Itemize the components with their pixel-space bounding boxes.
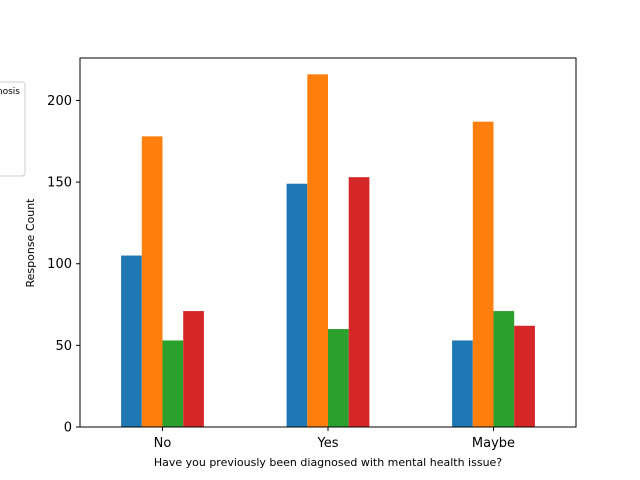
y-tick-label: 50 bbox=[55, 339, 72, 354]
y-axis-title: Response Count bbox=[24, 198, 37, 288]
y-tick-label: 200 bbox=[47, 94, 72, 109]
x-tick-label-no: No bbox=[154, 436, 172, 451]
bar-no-series-3 bbox=[162, 340, 184, 427]
x-axis-ticks: No Yes Maybe bbox=[154, 427, 515, 451]
legend-box bbox=[0, 81, 26, 177]
bars bbox=[121, 74, 535, 428]
bar-yes-series-4 bbox=[348, 177, 370, 427]
legend-title-fragment: nosis bbox=[0, 87, 20, 97]
legend: nosis bbox=[0, 81, 26, 177]
y-tick-label: 150 bbox=[47, 176, 72, 191]
bar-yes-series-1 bbox=[286, 183, 308, 427]
bar-no-series-4 bbox=[183, 311, 204, 427]
bar-maybe-series-4 bbox=[514, 325, 535, 427]
bar-maybe-series-3 bbox=[493, 311, 515, 427]
x-tick-label-maybe: Maybe bbox=[472, 436, 515, 451]
y-axis-ticks: 0 50 100 150 200 bbox=[47, 94, 80, 436]
bar-yes-series-2 bbox=[307, 74, 328, 427]
bar-maybe-series-1 bbox=[452, 340, 473, 427]
y-tick-label: 100 bbox=[47, 257, 72, 272]
bar-no-series-2 bbox=[141, 136, 163, 427]
bar-yes-series-3 bbox=[328, 329, 349, 427]
bar-no-series-1 bbox=[121, 255, 142, 427]
x-tick-label-yes: Yes bbox=[317, 436, 339, 451]
y-tick-label: 0 bbox=[64, 421, 72, 436]
x-axis-title: Have you previously been diagnosed with … bbox=[154, 456, 502, 469]
bar-maybe-series-2 bbox=[472, 121, 494, 428]
